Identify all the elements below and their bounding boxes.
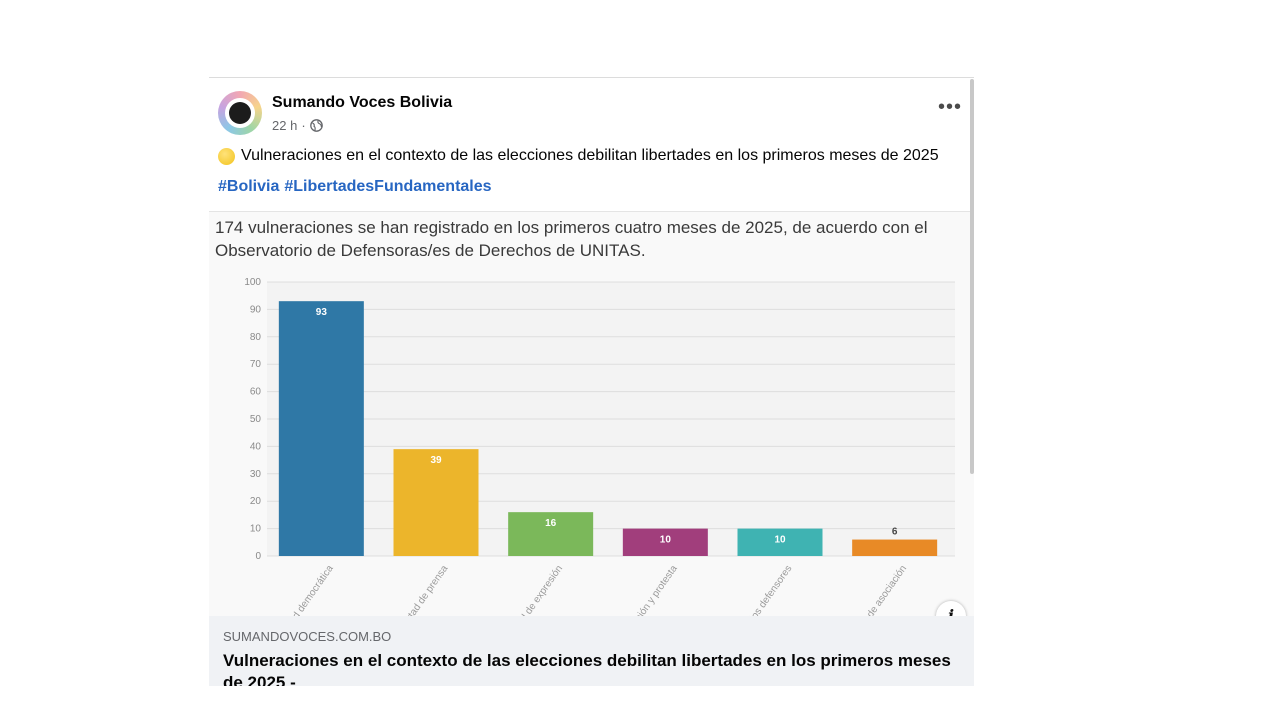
data-label: 10 (774, 535, 786, 546)
post-meta: 22 h · (272, 118, 323, 133)
globe-icon (309, 119, 323, 132)
scrollbar[interactable] (970, 79, 974, 474)
x-tick-label: Institucionalidad democrática (253, 563, 336, 617)
y-tick-label: 70 (250, 359, 262, 370)
y-tick-label: 90 (250, 304, 262, 315)
y-tick-label: 50 (250, 414, 262, 425)
bar (852, 539, 938, 556)
data-label: 39 (430, 455, 442, 466)
x-tick-label: Libertad de prensa (394, 563, 451, 617)
y-tick-label: 40 (250, 441, 262, 452)
x-tick-label: Libertad de expresión (501, 563, 565, 617)
y-tick-label: 100 (244, 277, 261, 288)
y-tick-label: 0 (255, 551, 261, 562)
data-label: 16 (545, 518, 557, 529)
x-tick-label: Derechos de los defensores (714, 563, 794, 617)
page-name[interactable]: Sumando Voces Bolivia (272, 94, 453, 111)
link-title[interactable]: Vulneraciones en el contexto de las elec… (223, 651, 951, 686)
y-tick-label: 30 (250, 469, 262, 480)
y-tick-label: 80 (250, 332, 262, 343)
hashtag-bolivia[interactable]: #Bolivia (218, 178, 280, 195)
data-label: 93 (316, 307, 328, 318)
link-preview[interactable]: SUMANDOVOCES.COM.BO Vulneraciones en el … (209, 616, 974, 686)
post-text: Vulneraciones en el contexto de las elec… (218, 147, 939, 165)
data-label: 6 (892, 527, 898, 538)
yellow-circle-emoji-icon (218, 147, 235, 165)
y-tick-label: 10 (250, 524, 262, 535)
data-label: 10 (660, 535, 672, 546)
y-tick-label: 20 (250, 496, 262, 507)
post-image[interactable]: 174 vulneraciones se han registrado en l… (209, 211, 974, 617)
bar (393, 449, 479, 556)
bar-chart: 0 10 20 30 40 50 60 70 80 90 100 93 Institucionalida… (244, 277, 955, 617)
y-tick-label: 60 (250, 387, 262, 398)
x-tick-label: Libertad de reunión y protesta (595, 563, 680, 617)
post-text-content: Vulneraciones en el contexto de las elec… (241, 147, 939, 164)
bar (737, 528, 823, 556)
post-time[interactable]: 22 h (272, 118, 298, 133)
post-card: Sumando Voces Bolivia 22 h · ••• Vulnera… (209, 77, 974, 686)
bar (278, 301, 364, 556)
bar (508, 512, 594, 556)
avatar-logo (229, 102, 251, 124)
hashtags: #Bolivia #LibertadesFundamentales (218, 178, 492, 196)
x-tick-label: Libertad de asociación (843, 563, 909, 617)
meta-separator: · (301, 118, 306, 133)
link-domain: SUMANDOVOCES.COM.BO (223, 629, 392, 644)
hashtag-libertades[interactable]: #LibertadesFundamentales (284, 178, 492, 195)
more-options-button[interactable]: ••• (935, 97, 965, 120)
more-horizontal-icon: ••• (937, 96, 962, 118)
bar (622, 528, 708, 556)
info-icon: i (948, 606, 954, 625)
page-avatar[interactable] (218, 91, 262, 135)
image-caption: 174 vulneraciones se han registrado en l… (215, 218, 928, 260)
